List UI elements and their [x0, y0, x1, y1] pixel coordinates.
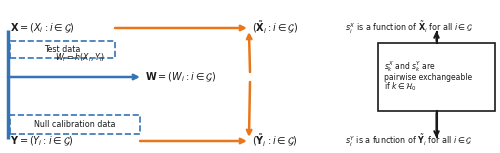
- Text: $\mathbf{X} = (X_i: i \in \mathcal{G})$: $\mathbf{X} = (X_i: i \in \mathcal{G})$: [10, 21, 75, 35]
- Text: $\mathbf{Y} = (Y_i: i \in \mathcal{G})$: $\mathbf{Y} = (Y_i: i \in \mathcal{G})$: [10, 134, 74, 148]
- Text: Test data: Test data: [44, 45, 80, 54]
- Text: $\mathbf{W} = (W_i: i \in \mathcal{G})$: $\mathbf{W} = (W_i: i \in \mathcal{G})$: [145, 70, 216, 84]
- Text: Null calibration data: Null calibration data: [34, 120, 116, 129]
- Text: pairwise exchangeable: pairwise exchangeable: [384, 73, 472, 82]
- Text: $s_k^X$ and $s_k^Y$ are: $s_k^X$ and $s_k^Y$ are: [384, 60, 436, 75]
- Text: $W_i = h(X_i, Y_i)$: $W_i = h(X_i, Y_i)$: [55, 52, 105, 64]
- Polygon shape: [378, 43, 495, 111]
- Text: $(\tilde{\mathbf{Y}}_i: i \in \mathcal{G})$: $(\tilde{\mathbf{Y}}_i: i \in \mathcal{G…: [252, 133, 298, 149]
- Text: $s_i^Y$ is a function of $\tilde{\mathbf{Y}}_i$ for all $i \in \mathcal{G}$: $s_i^Y$ is a function of $\tilde{\mathbf…: [345, 133, 472, 149]
- Text: $s_i^X$ is a function of $\tilde{\mathbf{X}}_i$ for all $i \in \mathcal{G}$: $s_i^X$ is a function of $\tilde{\mathbf…: [345, 20, 473, 36]
- Text: if $k \in \mathcal{H}_0$: if $k \in \mathcal{H}_0$: [384, 81, 417, 93]
- Text: $(\tilde{\mathbf{X}}_i: i \in \mathcal{G})$: $(\tilde{\mathbf{X}}_i: i \in \mathcal{G…: [252, 20, 298, 36]
